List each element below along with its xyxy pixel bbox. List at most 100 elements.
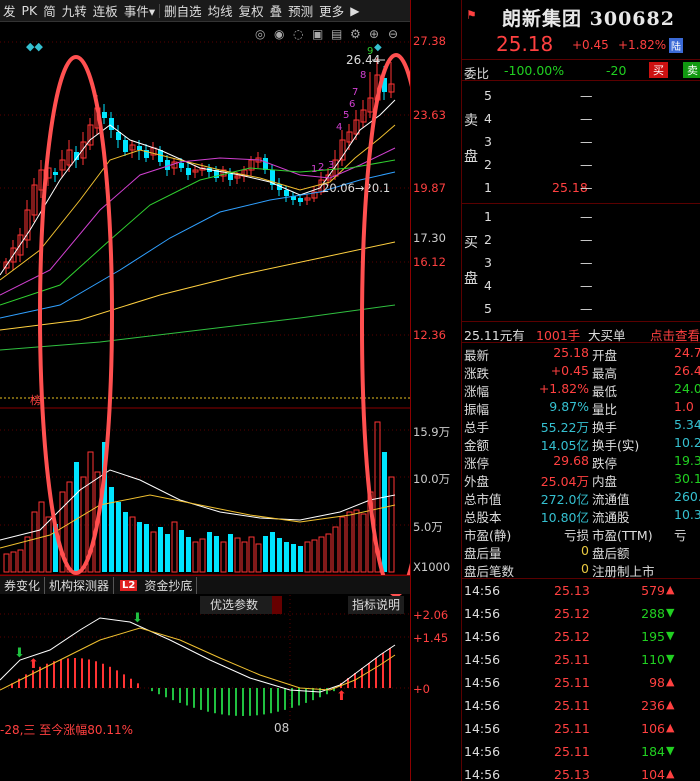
macd-histogram-bar — [368, 663, 370, 688]
tick-volume: 184 — [641, 744, 665, 759]
toolbar-next-icon[interactable]: ▶ — [350, 3, 360, 18]
toolbar-item-adjust[interactable]: 复权 — [238, 4, 264, 19]
candle-body — [270, 170, 275, 185]
tick-row[interactable]: 14:56 25.13 104 ▲ — [462, 763, 700, 781]
highlight-ellipse — [360, 53, 410, 597]
toolbar-item-lianban[interactable]: 连板 — [92, 4, 118, 19]
tick-row[interactable]: 14:56 25.13 579 ▲ — [462, 579, 700, 602]
candle-body — [17, 234, 24, 256]
macd-histogram-bar — [151, 688, 153, 692]
stat-value: 亏 — [674, 528, 687, 543]
toolbar-item-pk[interactable]: PK — [21, 3, 38, 18]
volume-bar — [220, 541, 227, 573]
candle-body — [360, 109, 367, 123]
stat-label: 盘后量 — [464, 546, 502, 561]
volume-bar — [298, 546, 303, 572]
candle-body — [137, 146, 142, 150]
macd-histogram-bar — [53, 661, 55, 688]
volume-bar — [199, 538, 206, 573]
bid-book: 买 盘 1—2—3—4—5— — [462, 204, 700, 320]
tick-row[interactable]: 14:56 25.11 98 ▲ — [462, 671, 700, 694]
kline-chart[interactable]: ◎ ◉ ◌ ▣ ▤ ⚙ ⊕ ⊖◆◆26.4420.06→20.1987654321◆榜⬇⬆⬇⬆… — [0, 0, 410, 781]
volume-bar — [388, 476, 395, 573]
bid-row[interactable]: 5— — [462, 297, 700, 320]
macd-histogram-bar — [88, 659, 90, 688]
toolbar-item-ma[interactable]: 均线 — [207, 4, 233, 19]
large-order-volume: 1001手 — [536, 328, 581, 343]
toolbar-item-jian[interactable]: 简 — [43, 4, 56, 19]
tick-list[interactable]: 14:56 25.13 579 ▲ 14:56 25.12 288 ▼ 14:56 25.12 19… — [462, 578, 700, 781]
indicator-options-bar: 优选参数 指标说明 — [0, 596, 410, 614]
toolbar-item-forecast[interactable]: 预测 — [288, 4, 314, 19]
candle-body — [367, 97, 374, 113]
buy-button[interactable]: 买 — [649, 62, 668, 78]
macd-histogram-bar — [382, 653, 384, 688]
ma20-line — [0, 147, 396, 296]
tab-quan-change[interactable]: 券变化 — [0, 576, 46, 594]
ask-row[interactable]: 3— — [462, 130, 700, 153]
stat-label: 最新 — [464, 348, 490, 363]
stat-value: 19.3 — [674, 453, 700, 468]
stat-row: 总手 55.22万 换手 5.34 — [462, 416, 700, 435]
ask-row[interactable]: 1 25.18— — [462, 176, 700, 199]
volume-bar — [277, 538, 282, 572]
stock-name: 朗新集团 300682 — [502, 8, 675, 30]
tab-capital-bottom[interactable]: 资金抄底 — [140, 576, 198, 594]
toolbar-item-events[interactable]: 事件▾ — [123, 4, 156, 19]
stat-value: 29.68 — [553, 453, 589, 468]
tab-institution-detector[interactable]: 机构探测器 — [45, 576, 115, 594]
candle-body — [284, 190, 289, 196]
bid-volume: — — [580, 301, 593, 316]
large-order-price: 25.11元有 — [464, 328, 525, 343]
indicator-help-button[interactable]: 指标说明 — [348, 596, 404, 614]
chart-tool-icon: ◉ — [274, 27, 284, 41]
stat-value: 14.05亿 — [540, 438, 589, 453]
ask-row[interactable]: 2— — [462, 153, 700, 176]
quote-panel: ⚑ 朗新集团 300682 25.18 +0.45 +1.82% 陆 委比 -1… — [461, 0, 700, 781]
flag-icon[interactable]: ⚑ — [466, 8, 477, 22]
stat-label: 总手 — [464, 420, 490, 435]
stat-value: 10.34 — [674, 507, 700, 522]
macd-histogram-bar — [158, 688, 160, 695]
bid-row[interactable]: 2— — [462, 228, 700, 251]
tick-row[interactable]: 14:56 25.11 184 ▼ — [462, 740, 700, 763]
ask-book: 卖 盘 5—4—3—2—1 25.18— — [462, 82, 700, 202]
macd-histogram-bar — [67, 658, 69, 688]
tick-row[interactable]: 14:56 25.12 195 ▼ — [462, 625, 700, 648]
volume-bar — [116, 502, 121, 572]
toolbar-item-remove-watchlist[interactable]: 删自选 — [164, 4, 202, 19]
arrow-down-icon: ▼ — [666, 606, 675, 619]
ask-row[interactable]: 5— — [462, 84, 700, 107]
candle-body — [277, 184, 282, 190]
tick-row[interactable]: 14:56 25.11 110 ▼ — [462, 648, 700, 671]
kline-panel[interactable]: 发 PK 简 九转 连板 事件▾ 删自选 均线 复权 叠 预测 更多 ▶ ◎ ◉ ◌… — [0, 0, 460, 781]
macd-histogram-bar — [130, 678, 132, 688]
candle-body — [31, 184, 38, 216]
volume-bar — [234, 537, 241, 573]
toolbar-item-fa[interactable]: 发 — [3, 4, 16, 19]
bid-row[interactable]: 3— — [462, 251, 700, 274]
tick-row[interactable]: 14:56 25.12 288 ▼ — [462, 602, 700, 625]
ask-volume: — — [580, 180, 593, 195]
stat-value: 亏损 — [563, 528, 589, 543]
bid-row[interactable]: 4— — [462, 274, 700, 297]
ask-row[interactable]: 4— — [462, 107, 700, 130]
volume-ma10-line — [0, 494, 396, 549]
toolbar-item-overlay[interactable]: 叠 — [269, 4, 283, 19]
stat-label: 流通股 — [592, 510, 630, 525]
ask-volume: — — [580, 111, 593, 126]
optimize-params-button[interactable]: 优选参数 — [200, 596, 272, 614]
toolbar-item-jiuzhuan[interactable]: 九转 — [61, 4, 87, 19]
wave-count-label: 9 — [367, 46, 373, 57]
bid-row[interactable]: 1— — [462, 205, 700, 228]
view-details-link[interactable]: 点击查看 — [650, 328, 700, 343]
macd-dea-line — [0, 627, 396, 691]
macd-histogram-bar — [361, 668, 363, 688]
sell-button[interactable]: 卖 — [683, 62, 700, 78]
macd-histogram-bar — [74, 658, 76, 688]
tick-row[interactable]: 14:56 25.11 106 ▲ — [462, 717, 700, 740]
toolbar-item-more[interactable]: 更多 — [319, 4, 345, 19]
candle-body — [144, 150, 149, 158]
tick-row[interactable]: 14:56 25.11 236 ▲ — [462, 694, 700, 717]
macd-histogram-bar — [172, 688, 174, 701]
